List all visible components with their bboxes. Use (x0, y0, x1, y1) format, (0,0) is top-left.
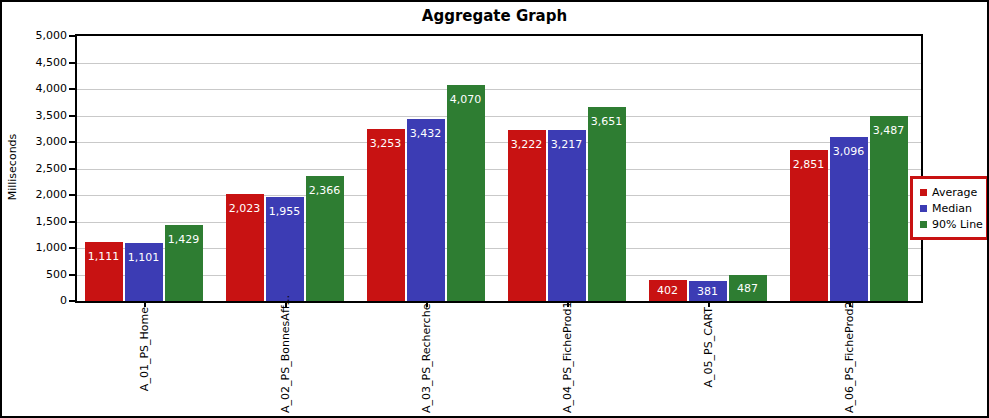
bar-value-label: 1,111 (85, 250, 123, 263)
legend-marker-90-line (920, 221, 927, 228)
y-axis-tick (69, 221, 75, 223)
legend-item-label: Median (932, 202, 972, 215)
y-axis-tick (69, 35, 75, 37)
legend: Average Median 90% Line (910, 176, 989, 240)
bar-value-label: 1,101 (125, 251, 163, 264)
y-axis-tick-label: 2,500 (5, 162, 67, 176)
bar-value-label: 3,487 (870, 124, 908, 137)
legend-item-label: Average (932, 186, 977, 199)
bar-value-label: 381 (689, 285, 727, 298)
y-axis-tick-label: 5,000 (5, 29, 67, 43)
y-axis-tick (69, 300, 75, 302)
bar-average: 3,222 (508, 130, 546, 301)
bar-average: 3,253 (367, 129, 405, 301)
y-axis-tick (69, 115, 75, 117)
y-axis-tick (69, 274, 75, 276)
bar-value-label: 1,429 (165, 233, 203, 246)
gridline (77, 142, 921, 143)
bar-value-label: 3,651 (588, 115, 626, 128)
y-axis-tick (69, 141, 75, 143)
legend-item-label: 90% Line (932, 218, 983, 231)
y-axis-tick (69, 62, 75, 64)
y-axis-tick (69, 247, 75, 249)
x-axis-label: A_03_PS_Recherche (420, 307, 434, 413)
y-axis-tick-label: 4,000 (5, 82, 67, 96)
plot-area: 05001,0001,5002,0002,5003,0003,5004,0004… (75, 34, 923, 303)
aggregate-graph-chart: Aggregate Graph Milliseconds 05001,0001,… (0, 0, 989, 418)
bar-value-label: 3,432 (407, 127, 445, 140)
bar-value-label: 3,222 (508, 138, 546, 151)
y-axis-tick-label: 0 (5, 294, 67, 308)
y-axis-tick (69, 88, 75, 90)
bar-value-label: 3,217 (548, 138, 586, 151)
bar-90-line: 3,651 (588, 107, 626, 301)
legend-marker-average (920, 189, 927, 196)
y-axis-tick-label: 1,500 (5, 215, 67, 229)
x-axis-label: A_05_PS_CART (702, 307, 716, 413)
y-axis-tick-label: 1,000 (5, 241, 67, 255)
bar-average: 402 (649, 280, 687, 301)
gridline (77, 63, 921, 64)
bar-median: 3,217 (548, 130, 586, 301)
legend-item: Average (920, 184, 983, 200)
gridline (77, 89, 921, 90)
bar-median: 3,432 (407, 119, 445, 301)
bar-value-label: 2,366 (306, 184, 344, 197)
y-axis-tick (69, 168, 75, 170)
bar-median: 381 (689, 281, 727, 301)
x-axis-label: A_01_PS_Home (138, 307, 152, 413)
bar-average: 2,851 (790, 150, 828, 301)
x-axis-label: A_02_PS_BonnesAff... (279, 307, 293, 413)
legend-marker-median (920, 205, 927, 212)
bar-value-label: 402 (649, 284, 687, 297)
legend-item: 90% Line (920, 216, 983, 232)
bar-value-label: 487 (729, 282, 767, 295)
y-axis-tick-label: 2,000 (5, 188, 67, 202)
y-axis-tick-label: 3,000 (5, 135, 67, 149)
bar-90-line: 3,487 (870, 116, 908, 301)
bar-average: 1,111 (85, 242, 123, 301)
chart-title: Aggregate Graph (2, 7, 987, 25)
bar-average: 2,023 (226, 194, 264, 301)
bar-value-label: 1,955 (266, 205, 304, 218)
y-axis-tick-label: 4,500 (5, 56, 67, 70)
bar-value-label: 2,851 (790, 158, 828, 171)
bar-value-label: 3,096 (830, 145, 868, 158)
legend-item: Median (920, 200, 983, 216)
bar-90-line: 4,070 (447, 85, 485, 301)
y-axis-tick-label: 500 (5, 268, 67, 282)
bar-value-label: 4,070 (447, 93, 485, 106)
bar-median: 3,096 (830, 137, 868, 301)
x-axis-label: A_06_PS_FicheProd2 (843, 307, 857, 413)
bar-90-line: 2,366 (306, 176, 344, 301)
bar-median: 1,955 (266, 197, 304, 301)
y-axis-tick (69, 194, 75, 196)
bar-value-label: 2,023 (226, 202, 264, 215)
gridline (77, 116, 921, 117)
bar-90-line: 1,429 (165, 225, 203, 301)
bar-90-line: 487 (729, 275, 767, 301)
bar-median: 1,101 (125, 243, 163, 301)
x-axis-label: A_04_PS_FicheProd1 (561, 307, 575, 413)
bar-value-label: 3,253 (367, 137, 405, 150)
y-axis-tick-label: 3,500 (5, 109, 67, 123)
